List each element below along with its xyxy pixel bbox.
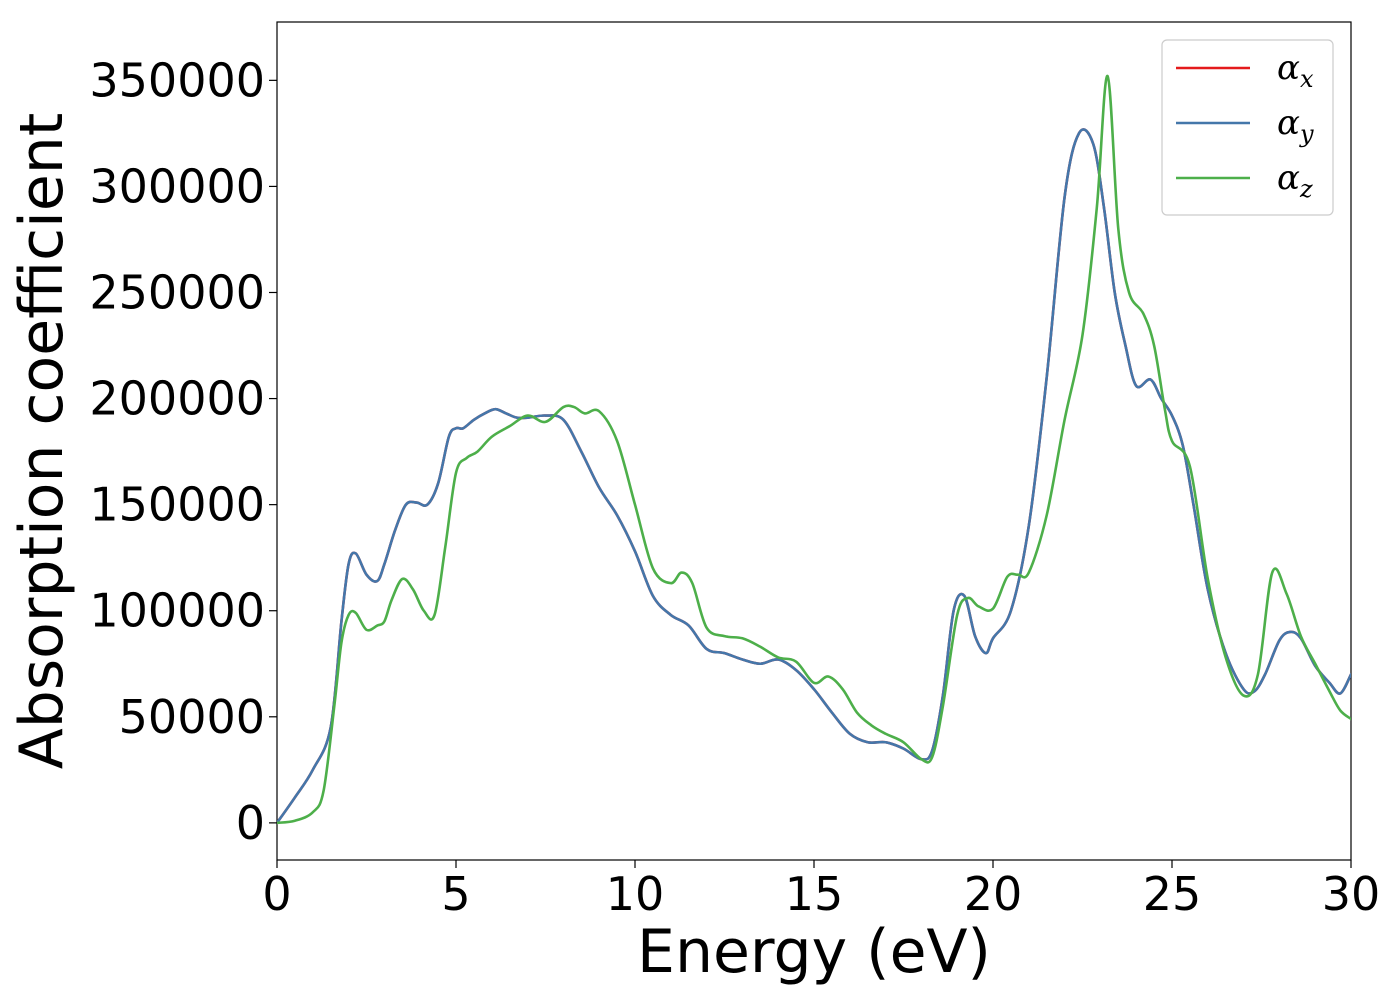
legend-label-base: α <box>1277 103 1300 143</box>
y-axis: 0 50000 100000 150000 200000 250000 300000 3500… <box>89 53 277 850</box>
y-tick-label: 100000 <box>89 584 265 638</box>
y-tick-label: 0 <box>236 796 265 850</box>
legend-label-subscript: z <box>1299 175 1313 203</box>
x-tick-label: 25 <box>1143 867 1202 921</box>
y-tick-label: 350000 <box>89 53 265 107</box>
legend-entry-z: αz <box>1176 158 1313 203</box>
series-line-z <box>277 74 1351 825</box>
legend-box <box>1161 39 1334 216</box>
x-axis: 0 5 10 15 20 25 30 <box>262 860 1380 921</box>
legend-entry-y: αy <box>1176 103 1314 148</box>
y-axis-label: Absorption coefficient <box>7 113 77 770</box>
legend-label-base: α <box>1277 158 1300 198</box>
legend-label-subscript: x <box>1300 65 1314 93</box>
y-tick-label: 50000 <box>119 690 265 744</box>
legend-label-x: αx <box>1277 48 1314 93</box>
y-tick-label: 150000 <box>89 478 265 532</box>
x-tick-label: 5 <box>441 867 470 921</box>
series-line-y <box>277 128 1351 825</box>
x-tick-label: 30 <box>1322 867 1381 921</box>
x-tick-label: 20 <box>964 867 1023 921</box>
legend-label-y: αy <box>1277 103 1314 148</box>
legend-label-subscript: y <box>1299 120 1314 148</box>
legend-label-base: α <box>1277 48 1300 88</box>
x-tick-label: 10 <box>606 867 665 921</box>
x-tick-label: 15 <box>785 867 844 921</box>
x-axis-label: Energy (eV) <box>637 917 991 987</box>
x-tick-label: 0 <box>262 867 291 921</box>
y-tick-label: 200000 <box>89 372 265 426</box>
legend-entry-x: αx <box>1176 48 1314 93</box>
legend-label-z: αz <box>1277 158 1313 203</box>
y-tick-label: 250000 <box>89 265 265 319</box>
series-layer <box>277 74 1351 825</box>
y-tick-label: 300000 <box>89 159 265 213</box>
